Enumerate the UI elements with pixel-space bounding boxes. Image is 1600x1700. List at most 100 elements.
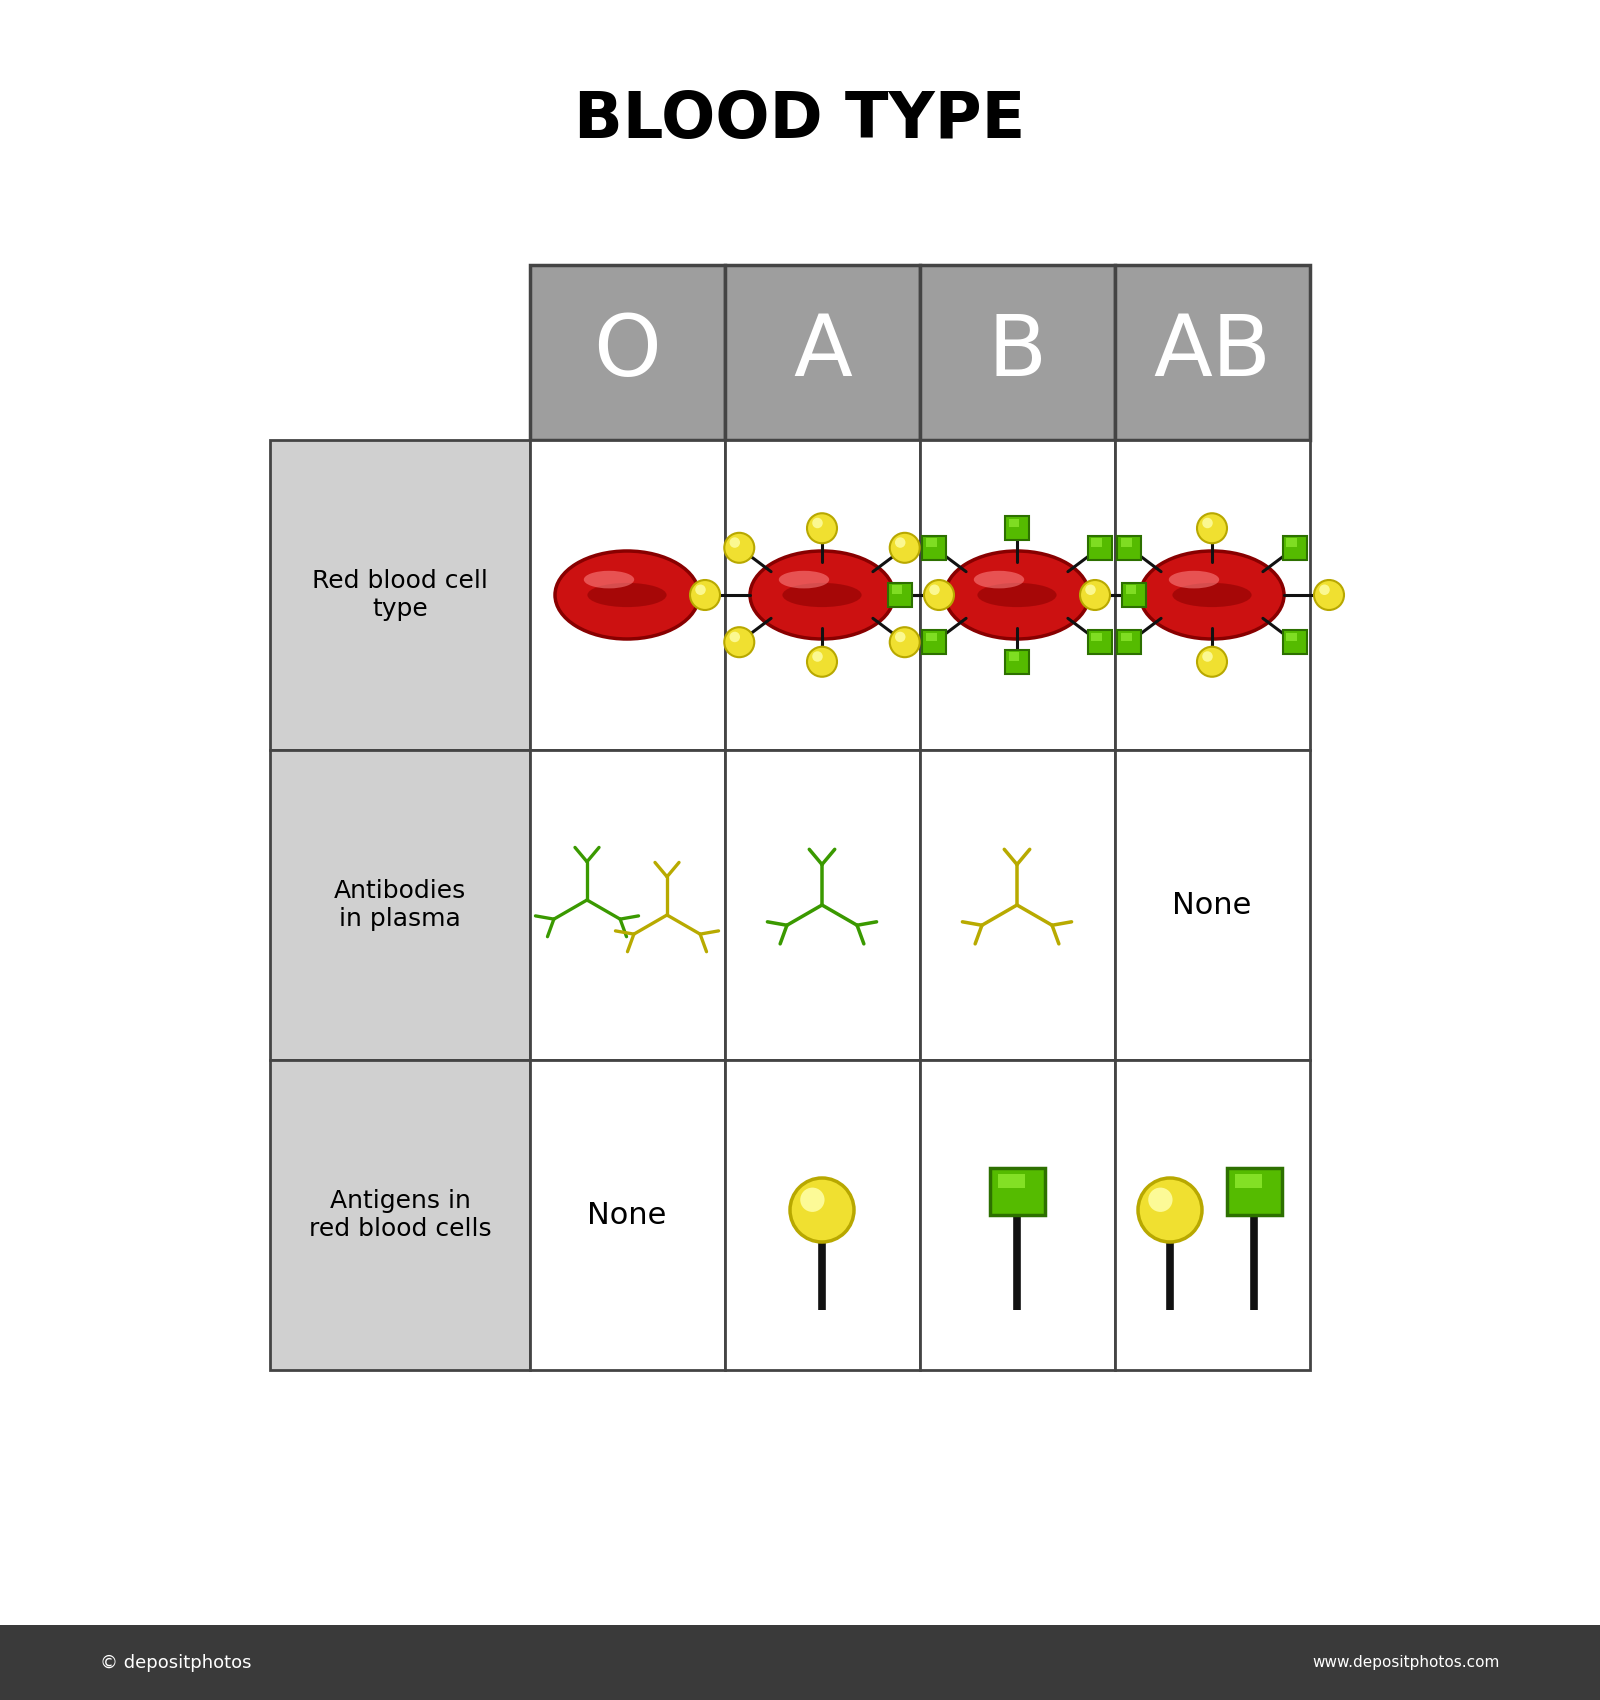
Ellipse shape <box>978 583 1056 607</box>
Bar <box>920 265 1115 440</box>
Bar <box>1235 1173 1262 1188</box>
Text: None: None <box>587 1200 667 1229</box>
Bar <box>725 1061 920 1370</box>
Bar <box>1005 649 1029 673</box>
Bar <box>1117 631 1141 655</box>
Circle shape <box>1202 518 1213 529</box>
Bar <box>725 265 920 440</box>
Bar <box>888 583 912 607</box>
Bar <box>1122 632 1131 641</box>
Bar <box>1125 585 1136 593</box>
Circle shape <box>925 580 954 610</box>
Text: A: A <box>794 311 851 394</box>
Bar <box>922 536 946 559</box>
Circle shape <box>1080 580 1110 610</box>
Ellipse shape <box>750 551 894 639</box>
Bar <box>1115 265 1310 440</box>
Circle shape <box>1197 646 1227 677</box>
Ellipse shape <box>779 571 829 588</box>
Ellipse shape <box>555 551 699 639</box>
Circle shape <box>1197 513 1227 544</box>
Ellipse shape <box>974 571 1024 588</box>
Circle shape <box>790 1178 854 1243</box>
Circle shape <box>1320 585 1330 595</box>
Ellipse shape <box>1139 551 1283 639</box>
Bar <box>1115 750 1310 1061</box>
Bar <box>270 440 530 750</box>
Text: None: None <box>1173 891 1251 920</box>
Circle shape <box>894 632 906 643</box>
Bar <box>530 750 725 1061</box>
Bar <box>1115 1061 1310 1370</box>
Text: © depositphotos: © depositphotos <box>99 1654 251 1671</box>
Circle shape <box>1314 580 1344 610</box>
Bar <box>926 632 936 641</box>
Bar <box>891 585 902 593</box>
Bar <box>725 440 920 750</box>
Bar <box>922 631 946 655</box>
Bar <box>1286 539 1298 547</box>
Bar <box>920 750 1115 1061</box>
Ellipse shape <box>946 551 1090 639</box>
Bar <box>270 750 530 1061</box>
Bar <box>926 539 936 547</box>
Bar <box>920 1061 1115 1370</box>
Bar <box>725 750 920 1061</box>
Circle shape <box>813 651 822 661</box>
Bar <box>1115 440 1310 750</box>
Circle shape <box>725 532 754 563</box>
Bar <box>0 1625 1600 1700</box>
Bar <box>1122 539 1131 547</box>
Bar <box>530 440 725 750</box>
Bar <box>1091 632 1102 641</box>
Bar <box>1008 518 1019 527</box>
Text: BLOOD TYPE: BLOOD TYPE <box>574 88 1026 151</box>
Circle shape <box>1085 585 1096 595</box>
Bar <box>998 1173 1026 1188</box>
Ellipse shape <box>782 583 861 607</box>
Circle shape <box>894 537 906 547</box>
Circle shape <box>890 532 920 563</box>
Bar <box>530 265 725 440</box>
Circle shape <box>806 513 837 544</box>
Text: O: O <box>594 311 661 394</box>
Bar <box>989 1168 1045 1216</box>
Bar <box>1117 536 1141 559</box>
Circle shape <box>730 632 741 643</box>
Ellipse shape <box>587 583 667 607</box>
Bar <box>1283 631 1307 655</box>
Ellipse shape <box>1168 571 1219 588</box>
Bar <box>1286 632 1298 641</box>
Text: AB: AB <box>1154 311 1272 394</box>
Circle shape <box>806 646 837 677</box>
Text: Antigens in
red blood cells: Antigens in red blood cells <box>309 1188 491 1241</box>
Bar <box>1008 653 1019 661</box>
Circle shape <box>930 585 939 595</box>
Bar <box>530 1061 725 1370</box>
Bar <box>1122 583 1146 607</box>
Circle shape <box>690 580 720 610</box>
Ellipse shape <box>1173 583 1251 607</box>
Bar <box>270 1061 530 1370</box>
Bar <box>1091 539 1102 547</box>
Bar <box>920 440 1115 750</box>
Circle shape <box>1138 1178 1202 1243</box>
Bar <box>1088 631 1112 655</box>
Circle shape <box>696 585 706 595</box>
Circle shape <box>725 627 754 658</box>
Circle shape <box>730 537 741 547</box>
Circle shape <box>800 1188 824 1212</box>
Bar <box>1283 536 1307 559</box>
Circle shape <box>813 518 822 529</box>
Text: www.depositphotos.com: www.depositphotos.com <box>1312 1656 1501 1669</box>
Text: Antibodies
in plasma: Antibodies in plasma <box>334 879 466 932</box>
Ellipse shape <box>584 571 634 588</box>
Bar <box>1227 1168 1282 1216</box>
Circle shape <box>1202 651 1213 661</box>
Bar <box>1005 517 1029 541</box>
Circle shape <box>890 627 920 658</box>
Circle shape <box>1149 1188 1173 1212</box>
Text: Red blood cell
type: Red blood cell type <box>312 570 488 620</box>
Text: B: B <box>987 311 1046 394</box>
Bar <box>1088 536 1112 559</box>
